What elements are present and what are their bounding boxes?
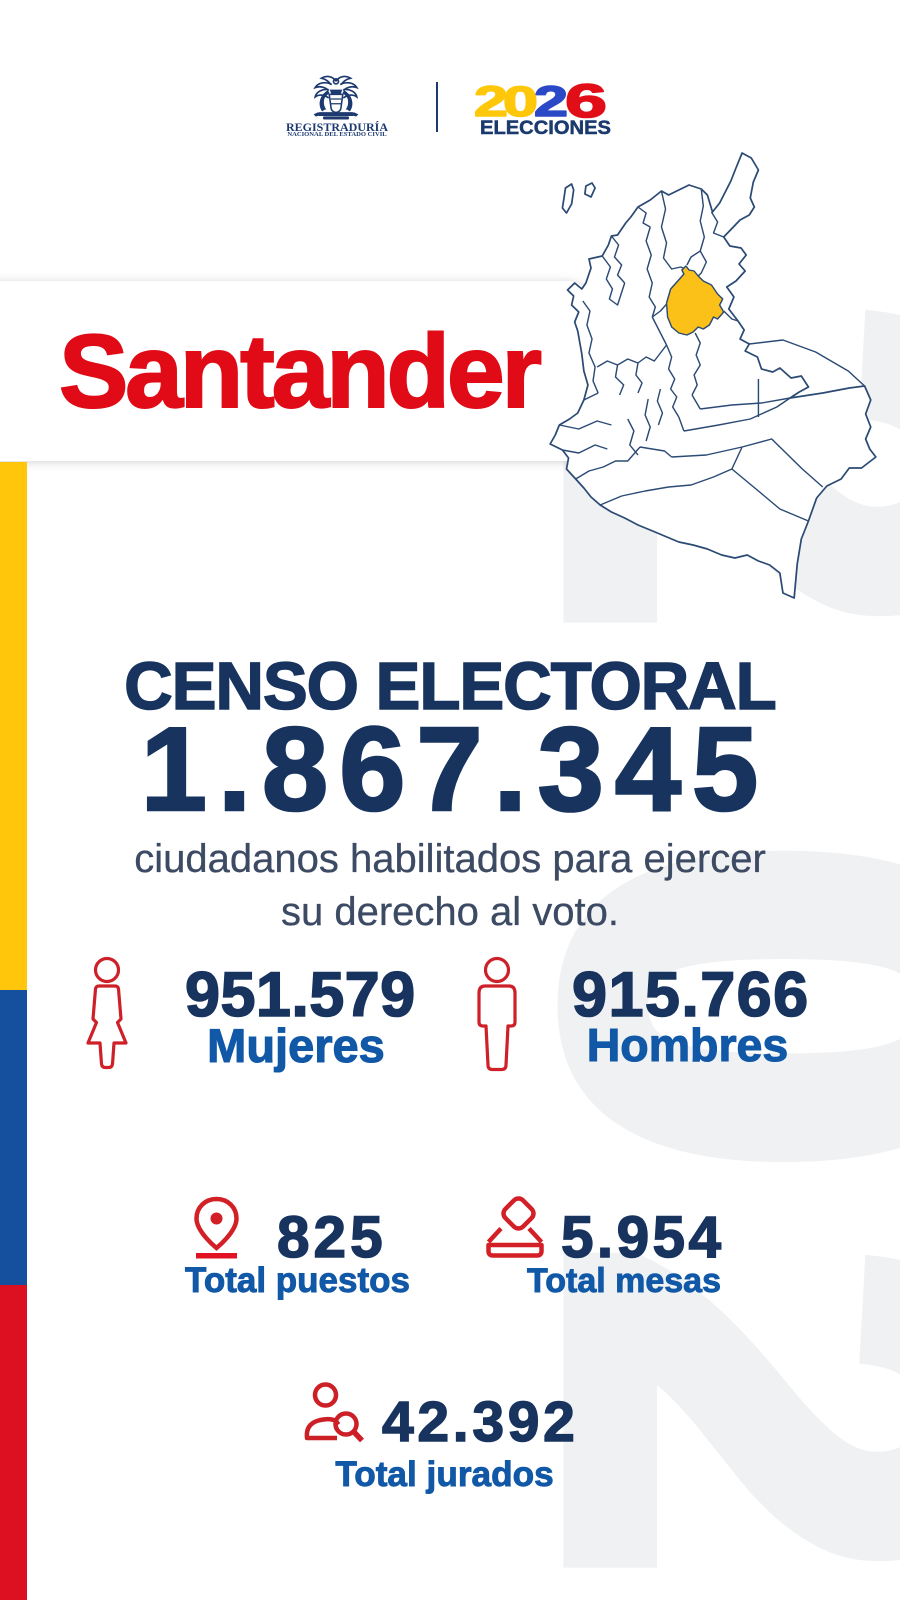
svg-text:2: 2 bbox=[534, 78, 568, 126]
svg-text:6: 6 bbox=[565, 78, 607, 128]
svg-text:2: 2 bbox=[474, 78, 508, 126]
svg-text:0: 0 bbox=[448, 840, 900, 1174]
svg-text:ELECCIONES: ELECCIONES bbox=[480, 117, 611, 138]
svg-text:2: 2 bbox=[448, 1245, 900, 1579]
svg-text:0: 0 bbox=[503, 78, 538, 126]
